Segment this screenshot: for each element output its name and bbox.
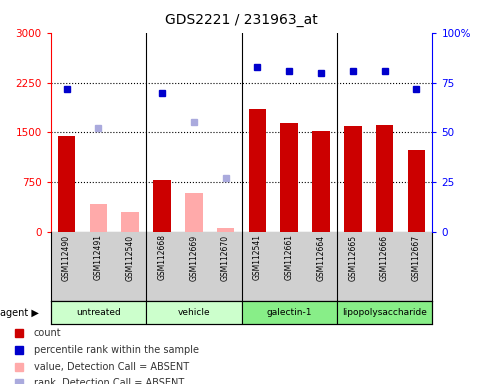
- FancyBboxPatch shape: [146, 301, 242, 324]
- Text: GSM112491: GSM112491: [94, 234, 103, 280]
- Text: GSM112670: GSM112670: [221, 234, 230, 281]
- Bar: [90, 204, 107, 232]
- Text: rank, Detection Call = ABSENT: rank, Detection Call = ABSENT: [34, 378, 184, 384]
- Text: GDS2221 / 231963_at: GDS2221 / 231963_at: [165, 13, 318, 27]
- Bar: [153, 180, 171, 232]
- Text: GSM112665: GSM112665: [348, 234, 357, 281]
- Text: percentile rank within the sample: percentile rank within the sample: [34, 345, 199, 355]
- Text: GSM112490: GSM112490: [62, 234, 71, 281]
- Text: count: count: [34, 328, 61, 338]
- Bar: [249, 109, 266, 232]
- Bar: [121, 212, 139, 232]
- Bar: [217, 228, 234, 232]
- Text: GSM112664: GSM112664: [316, 234, 326, 281]
- Text: GSM112666: GSM112666: [380, 234, 389, 281]
- Text: galectin-1: galectin-1: [267, 308, 312, 318]
- Bar: [376, 125, 393, 232]
- FancyBboxPatch shape: [242, 301, 337, 324]
- Text: GSM112669: GSM112669: [189, 234, 199, 281]
- Bar: [58, 136, 75, 232]
- Bar: [344, 126, 362, 232]
- FancyBboxPatch shape: [337, 301, 432, 324]
- Text: GSM112661: GSM112661: [284, 234, 294, 280]
- Text: lipopolysaccharide: lipopolysaccharide: [342, 308, 427, 318]
- Bar: [408, 151, 425, 232]
- Text: agent ▶: agent ▶: [0, 308, 39, 318]
- Text: value, Detection Call = ABSENT: value, Detection Call = ABSENT: [34, 362, 189, 372]
- Text: GSM112540: GSM112540: [126, 234, 135, 281]
- Text: untreated: untreated: [76, 308, 121, 318]
- Bar: [312, 131, 330, 232]
- Text: vehicle: vehicle: [177, 308, 210, 318]
- Bar: [281, 123, 298, 232]
- Text: GSM112541: GSM112541: [253, 234, 262, 280]
- Text: GSM112667: GSM112667: [412, 234, 421, 281]
- Bar: [185, 193, 202, 232]
- Text: GSM112668: GSM112668: [157, 234, 167, 280]
- FancyBboxPatch shape: [51, 301, 146, 324]
